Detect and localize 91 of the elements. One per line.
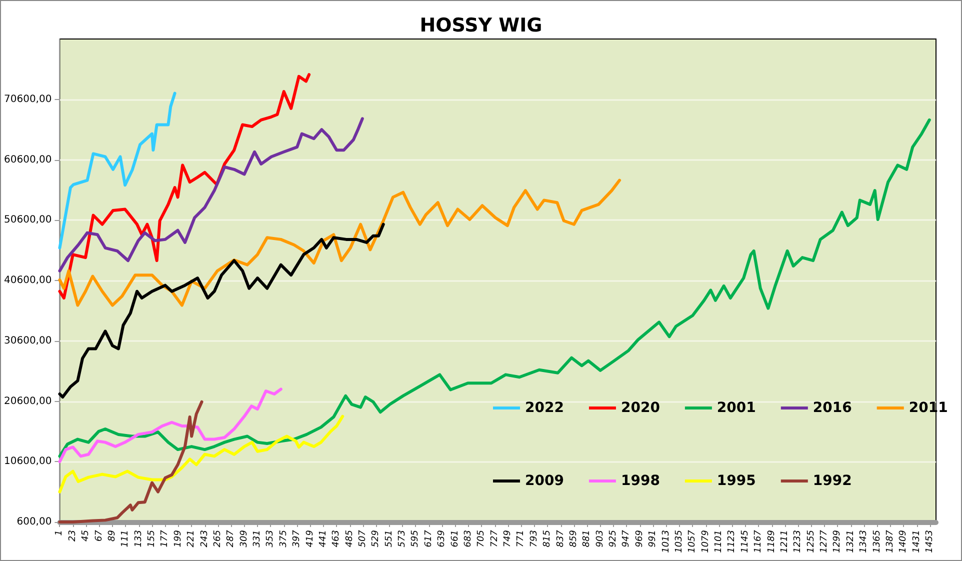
x-tick-label: 177: [160, 530, 170, 548]
x-tick-label: 1101: [714, 530, 724, 553]
x-tick-label: 661: [450, 530, 460, 548]
x-tick-label: 573: [398, 530, 408, 548]
x-tick-label: 991: [648, 530, 658, 548]
y-tick-label: 600,00: [16, 516, 52, 528]
x-tick-label: 1321: [846, 530, 856, 553]
x-tick-label: 771: [516, 530, 526, 548]
line-series: [58, 400, 204, 524]
legend-label: 2022: [525, 400, 564, 416]
x-tick-label: 1035: [674, 530, 684, 553]
x-tick-label: 1167: [754, 530, 764, 553]
x-tick-label: 1123: [727, 530, 738, 553]
line-series: [58, 414, 344, 494]
x-tick-label: 1057: [688, 530, 698, 553]
x-tick-label: 1079: [700, 530, 711, 553]
y-tick-label: 10600,00: [4, 456, 52, 468]
x-tick-label: 947: [622, 530, 632, 548]
x-tick-label: 1255: [806, 530, 816, 553]
line-series: [58, 178, 622, 307]
legend-label: 1995: [716, 473, 756, 489]
x-tick-label: 1343: [859, 530, 870, 553]
x-tick-label: 837: [556, 530, 566, 548]
x-tick-label: 419: [305, 530, 316, 548]
x-tick-label: 1189: [766, 530, 777, 553]
x-tick-label: 133: [134, 530, 144, 548]
y-tick-label: 50600,00: [4, 214, 52, 226]
x-tick-label: 969: [634, 530, 645, 548]
y-tick-label: 70600,00: [4, 94, 52, 105]
x-tick-label: 353: [266, 530, 276, 548]
x-tick-label: 529: [371, 530, 382, 548]
x-tick-label: 1145: [740, 530, 750, 553]
x-tick-label: 287: [226, 530, 236, 548]
legend-label: 1998: [620, 473, 660, 489]
x-tick-label: 23: [68, 530, 78, 542]
x-tick-label: 1453: [925, 530, 936, 553]
x-tick-label: 309: [239, 530, 250, 548]
x-tick-label: 375: [278, 530, 289, 548]
chart-title: HOSSY WIG: [420, 14, 542, 36]
x-tick-label: 1211: [780, 530, 790, 553]
x-tick-label: 859: [568, 530, 579, 548]
line-series: [58, 73, 311, 300]
legend-label: 2016: [812, 400, 852, 416]
x-tick-label: 683: [463, 530, 474, 548]
x-tick-label: 199: [173, 530, 184, 548]
x-tick-label: 1431: [912, 530, 922, 553]
x-tick-label: 243: [200, 530, 210, 548]
x-tick-label: 463: [332, 530, 342, 548]
legend-label: 2001: [716, 400, 756, 416]
x-tick-label: 925: [608, 530, 619, 548]
x-tick-label: 1365: [872, 530, 882, 553]
line-series: [58, 388, 282, 464]
x-tick-label: 1: [54, 530, 65, 536]
legend-label: 2009: [525, 473, 564, 489]
x-tick-label: 749: [503, 530, 514, 548]
x-tick-label: 639: [437, 530, 448, 548]
x-tick-label: 1277: [820, 530, 830, 553]
x-tick-label: 1409: [898, 530, 909, 553]
x-tick-label: 441: [318, 530, 328, 548]
y-tick-label: 60600,00: [4, 154, 52, 166]
y-tick-label: 30600,00: [4, 335, 52, 346]
x-tick-label: 45: [81, 530, 92, 542]
x-tick-label: 617: [424, 530, 434, 548]
x-tick-label: 155: [147, 530, 158, 548]
legend-label: 2020: [620, 400, 660, 416]
y-tick-label: 40600,00: [4, 275, 52, 286]
x-tick-label: 111: [120, 530, 131, 548]
x-tick-label: 67: [94, 530, 104, 542]
x-tick-label: 727: [490, 530, 500, 548]
x-tick-label: 1387: [885, 530, 896, 553]
x-tick-label: 507: [358, 530, 368, 548]
x-tick-label: 331: [252, 530, 263, 548]
x-tick-label: 815: [542, 530, 553, 548]
x-tick-label: 485: [344, 530, 355, 548]
line-series: [58, 117, 364, 272]
x-tick-label: 705: [476, 530, 487, 548]
line-series: [58, 92, 176, 250]
x-tick-label: 551: [384, 530, 394, 548]
x-tick-label: 89: [107, 530, 118, 542]
x-tick-label: 903: [595, 530, 606, 548]
x-tick-label: 1233: [793, 530, 804, 553]
legend-label: 1992: [812, 473, 852, 489]
x-tick-label: 1299: [832, 530, 843, 553]
x-tick-label: 397: [292, 530, 302, 548]
y-tick-label: 20600,00: [4, 396, 52, 407]
x-tick-label: 881: [582, 530, 592, 548]
x-tick-label: 1013: [661, 530, 672, 553]
x-tick-label: 265: [212, 530, 223, 548]
x-tick-label: 221: [186, 530, 197, 548]
x-tick-label: 595: [410, 530, 421, 548]
x-tick-label: 793: [529, 530, 540, 548]
